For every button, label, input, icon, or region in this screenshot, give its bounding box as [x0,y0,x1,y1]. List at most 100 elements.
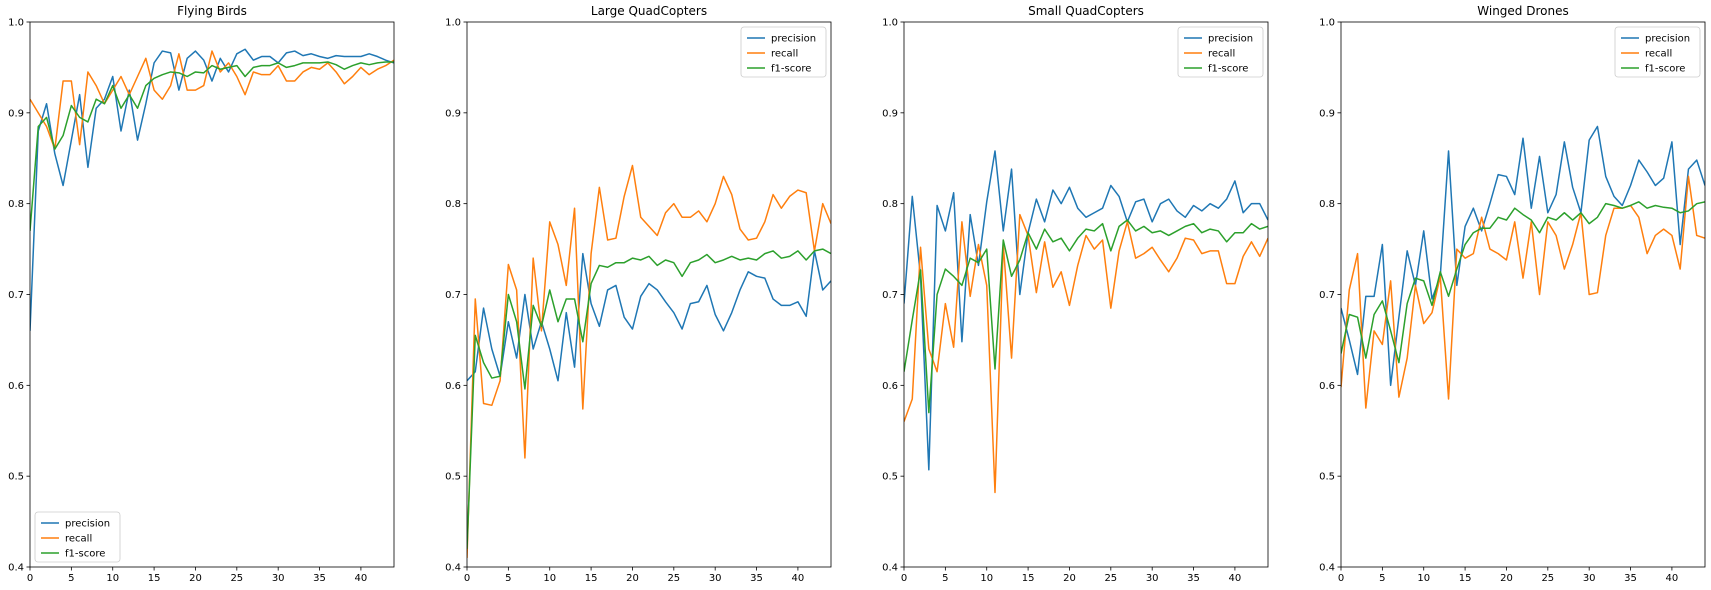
series-line-precision [904,150,1268,471]
legend-label-precision: precision [1208,34,1253,45]
chart-panel-2: Large QuadCopters 0 5 10 15 20 25 30 35 40 0.4 0.5 0… [445,4,832,584]
x-tick-label: 25 [1104,573,1117,584]
plot-frame [1340,21,1706,568]
series-line-precision [1341,125,1705,387]
x-tick-label: 20 [189,573,202,584]
series-line-recall [30,50,394,150]
legend-label-precision: precision [771,34,816,45]
y-tick-label: 0.8 [1319,199,1335,210]
y-tick-label: 0.7 [1319,290,1335,301]
x-tick-label: 0 [27,573,33,584]
legend-box [1177,26,1264,78]
legend-label-recall: recall [771,49,798,60]
y-tick-label: 0.8 [882,199,898,210]
x-tick-label: 15 [585,573,598,584]
y-tick-label: 0.7 [445,290,461,301]
y-tick-label: 0.5 [445,472,461,483]
y-tick-label: 0.5 [882,472,898,483]
x-tick-label: 30 [709,573,722,584]
legend-label-f1-score: f1-score [1645,64,1685,75]
y-tick-label: 0.7 [8,290,24,301]
legend: precision recall f1-score [1614,26,1701,78]
x-tick-label: 5 [68,573,74,584]
legend: precision recall f1-score [1177,26,1264,78]
y-tick-label: 0.9 [445,108,461,119]
y-tick-label: 0.6 [882,381,898,392]
legend-label-recall: recall [1208,49,1235,60]
legend-label-f1-score: f1-score [771,64,811,75]
y-tick-label: 0.8 [8,199,24,210]
y-tick-label: 0.4 [1319,563,1335,574]
legend-label-f1-score: f1-score [1208,64,1248,75]
series-line-precision [467,250,831,382]
x-tick-label: 5 [505,573,511,584]
y-tick-label: 0.4 [445,563,461,574]
y-tick-label: 1.0 [882,18,898,29]
legend-label-precision: precision [1645,34,1690,45]
x-tick-label: 10 [1417,573,1430,584]
plot-frame [466,21,832,568]
series-line-f1-score [467,248,831,549]
y-tick-label: 0.9 [1319,108,1335,119]
x-tick-label: 10 [106,573,119,584]
y-tick-label: 0.4 [8,563,24,574]
x-tick-label: 25 [230,573,243,584]
x-tick-label: 20 [626,573,639,584]
series-line-precision [30,48,394,331]
chart-panel-4: Winged Drones 0 5 10 15 20 25 30 35 40 0.4 0.5 0.6 0.… [1319,4,1706,584]
x-tick-label: 15 [1459,573,1472,584]
x-tick-label: 30 [1146,573,1159,584]
series-line-f1-score [30,61,394,231]
y-tick-label: 1.0 [8,18,24,29]
legend: precision recall f1-score [740,26,827,78]
chart-panel-3: Small QuadCopters 0 5 10 15 20 25 30 35 40 0.4 0.5 0… [882,4,1269,584]
chart-title: Small QuadCopters [1028,4,1144,18]
legend-label-f1-score: f1-score [65,549,105,560]
x-tick-label: 0 [464,573,470,584]
x-tick-label: 35 [750,573,763,584]
legend-box [740,26,827,78]
legend: precision recall f1-score [34,511,121,563]
series-line-recall [467,164,831,558]
x-tick-label: 0 [901,573,907,584]
series-line-recall [904,213,1268,494]
chart-title: Flying Birds [177,4,247,18]
legend-label-recall: recall [1645,49,1672,60]
x-tick-label: 40 [792,573,805,584]
y-tick-label: 0.4 [882,563,898,574]
x-tick-label: 0 [1338,573,1344,584]
legend-box [1614,26,1701,78]
x-tick-label: 25 [1541,573,1554,584]
x-tick-label: 35 [1624,573,1637,584]
x-tick-label: 5 [1379,573,1385,584]
x-tick-label: 30 [272,573,285,584]
x-tick-label: 40 [355,573,368,584]
chart-title: Large QuadCopters [591,4,707,18]
y-tick-label: 0.7 [882,290,898,301]
series-line-f1-score [1341,201,1705,364]
x-tick-label: 5 [942,573,948,584]
x-tick-label: 35 [1187,573,1200,584]
x-tick-label: 25 [667,573,680,584]
y-tick-label: 0.9 [882,108,898,119]
series-line-f1-score [904,219,1268,414]
legend-label-recall: recall [65,534,92,545]
y-tick-label: 0.5 [1319,472,1335,483]
y-tick-label: 1.0 [445,18,461,29]
y-tick-label: 1.0 [1319,18,1335,29]
x-tick-label: 20 [1063,573,1076,584]
x-tick-label: 40 [1666,573,1679,584]
x-tick-label: 15 [1022,573,1035,584]
x-tick-label: 40 [1229,573,1242,584]
x-tick-label: 20 [1500,573,1513,584]
chart-title: Winged Drones [1477,4,1568,18]
y-tick-label: 0.5 [8,472,24,483]
legend-label-precision: precision [65,519,110,530]
y-tick-label: 0.8 [445,199,461,210]
y-tick-label: 0.9 [8,108,24,119]
x-tick-label: 35 [313,573,326,584]
y-tick-label: 0.6 [1319,381,1335,392]
y-tick-label: 0.6 [8,381,24,392]
legend-box [34,511,121,563]
